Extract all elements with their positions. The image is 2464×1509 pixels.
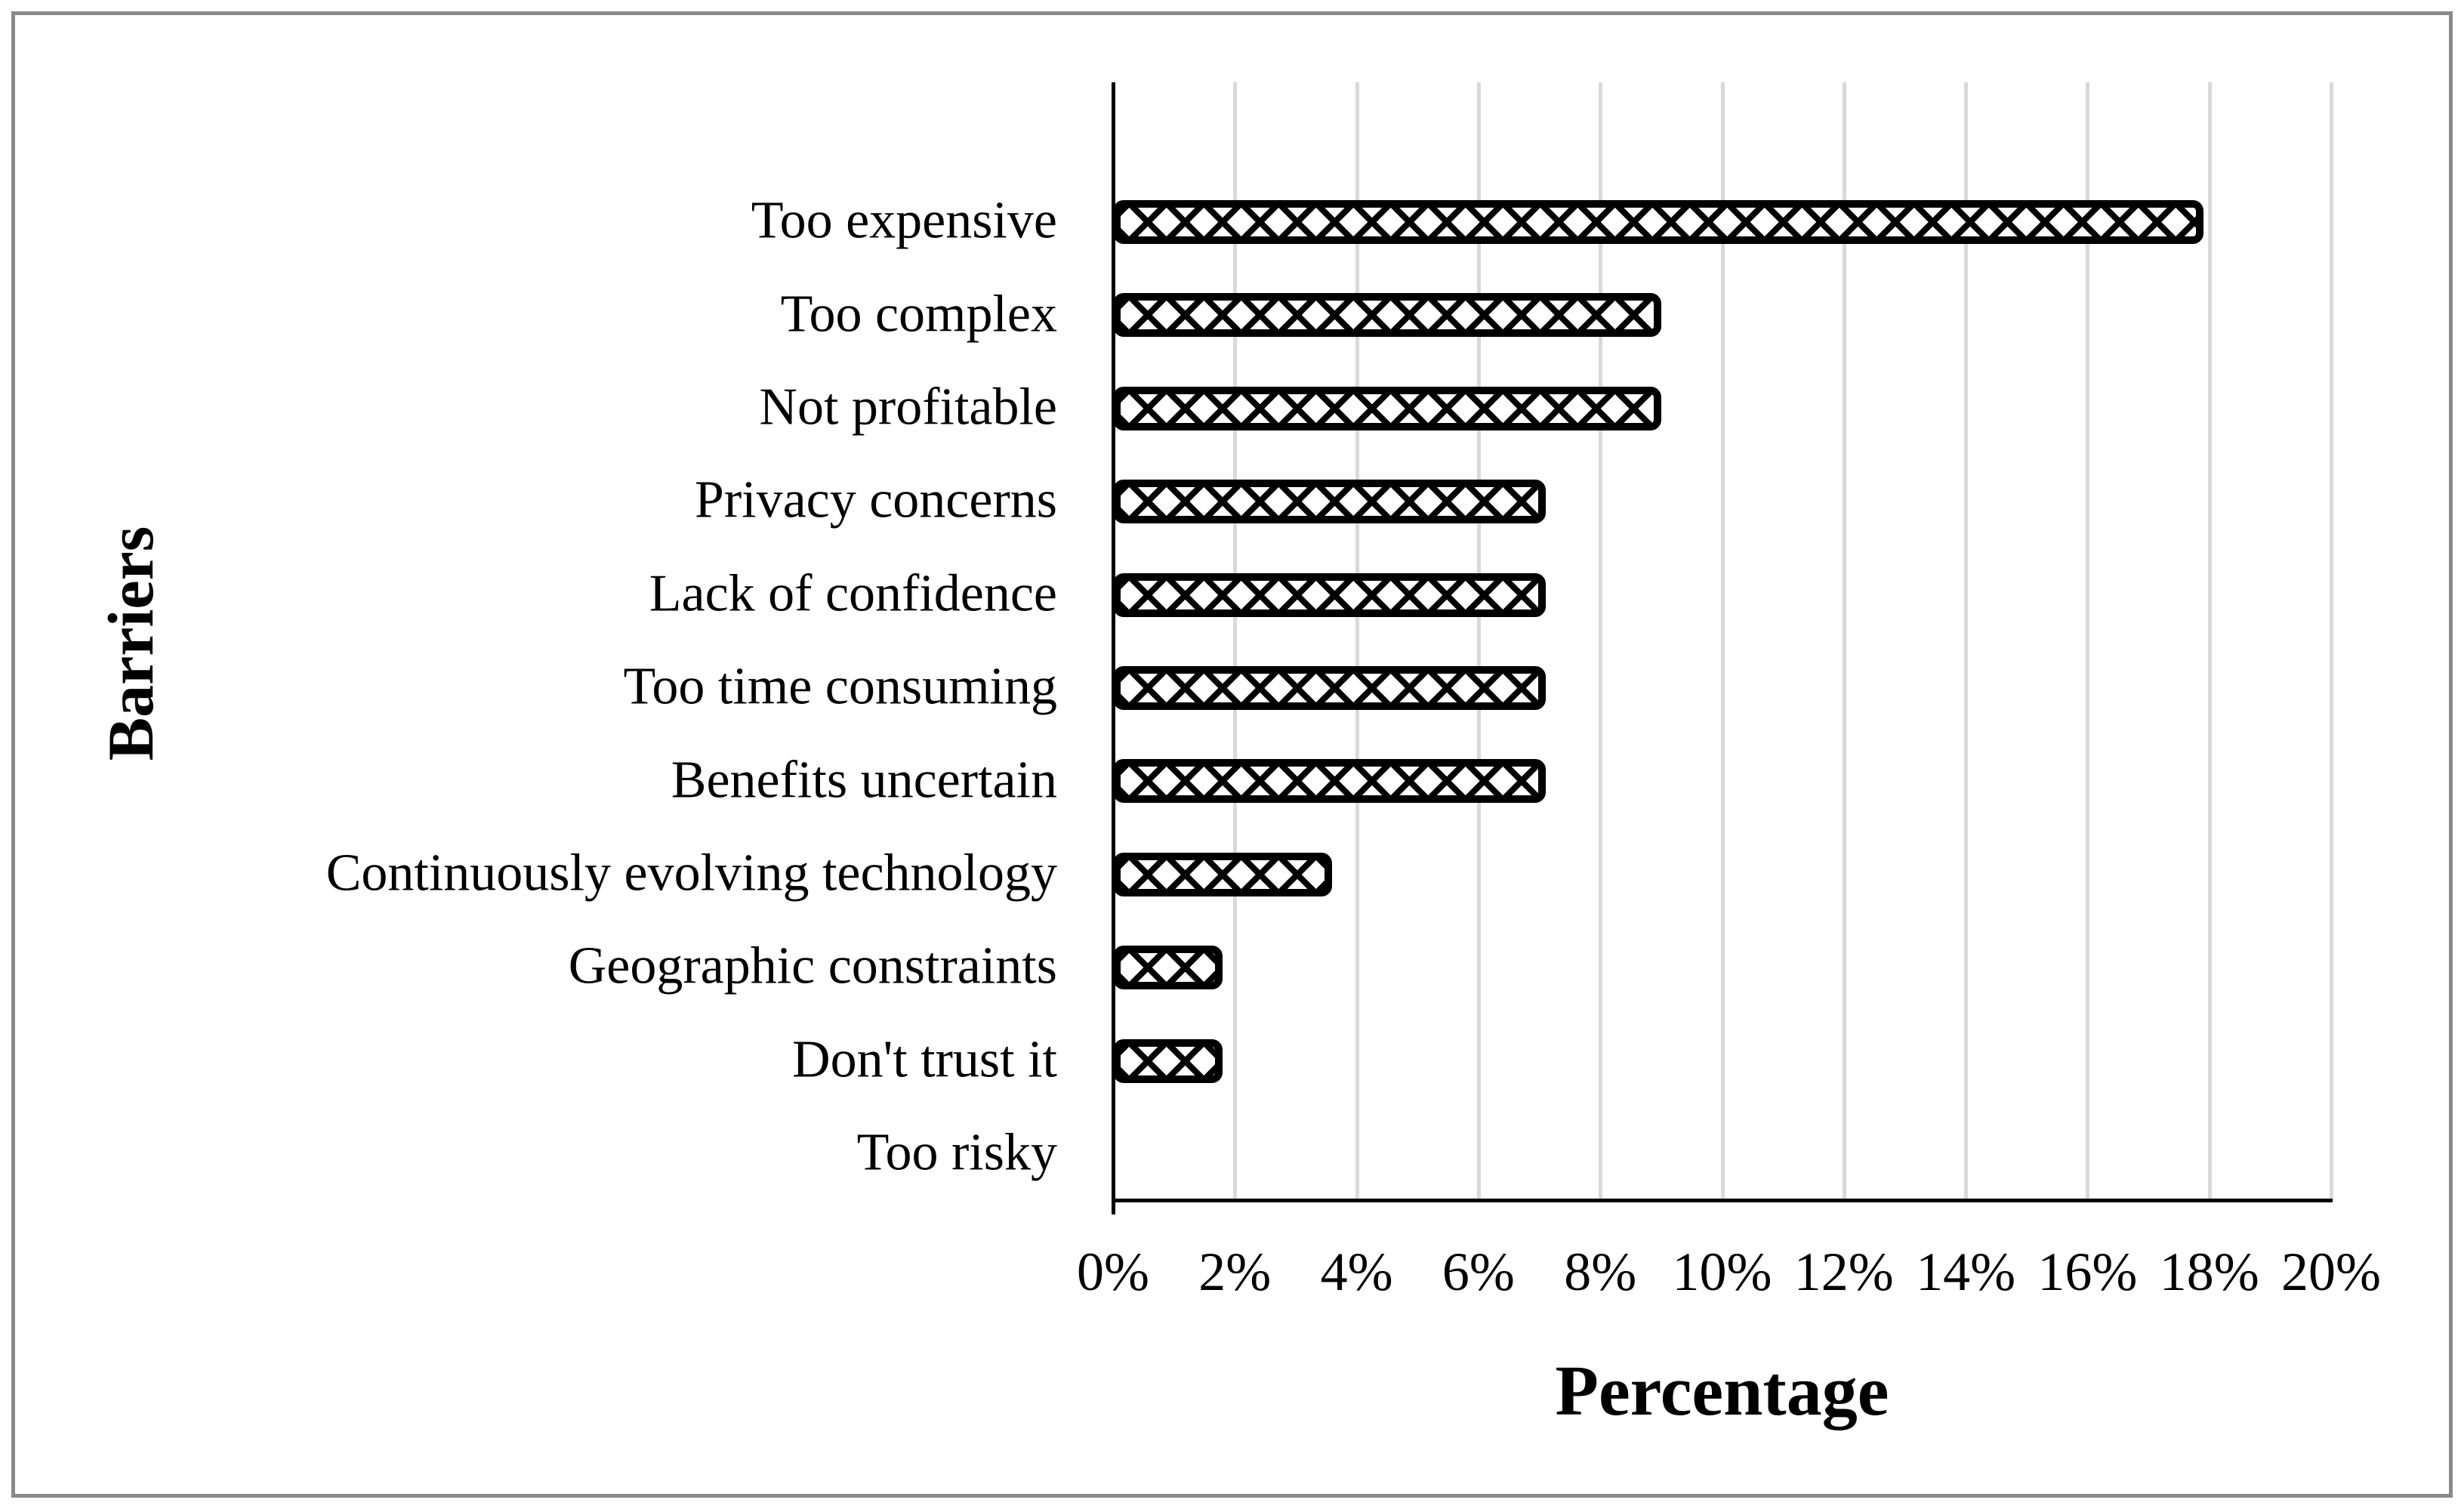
category-label-column: Too expensive Too complex Not profitable Pr…: [0, 82, 1057, 1201]
plot-area: [1112, 82, 2333, 1214]
x-tick-label: 4%: [1320, 1242, 1393, 1302]
gridline-2pct: [1233, 82, 1238, 1201]
x-tick-label: 12%: [1793, 1242, 1894, 1302]
category-label: Benefits uncertain: [671, 751, 1057, 810]
x-axis-title: Percentage: [1555, 1352, 1889, 1430]
x-axis-line: [1112, 1199, 2333, 1202]
x-axis-tick-labels: 0% 2% 4% 6% 8% 10% 12% 14% 16% 18% 20%: [1077, 1242, 2381, 1328]
bar: [1113, 480, 1546, 524]
bar: [1113, 293, 1661, 338]
category-label: Privacy concerns: [694, 471, 1057, 529]
x-tick-label: 0%: [1077, 1242, 1149, 1302]
x-tick-label: 2%: [1198, 1242, 1272, 1302]
gridline-16pct: [2086, 82, 2090, 1201]
bar: [1113, 666, 1546, 710]
x-tick-label: 6%: [1442, 1242, 1515, 1302]
bar: [1113, 852, 1333, 896]
bar: [1113, 386, 1661, 430]
bar-band: [1113, 921, 2331, 1014]
gridline-18pct: [2207, 82, 2212, 1201]
x-tick-label: 10%: [1672, 1242, 1772, 1302]
gridline-20pct: [2330, 82, 2333, 1201]
bar: [1113, 946, 1223, 990]
category-label: Too expensive: [751, 191, 1057, 250]
bar: [1113, 1038, 1223, 1083]
bar-band: [1113, 735, 2331, 828]
x-tick-label: 14%: [1916, 1242, 2016, 1302]
x-tick-label: 16%: [2037, 1242, 2138, 1302]
category-label: Too complex: [780, 285, 1057, 344]
bar-band: [1113, 1108, 2331, 1201]
y-axis-line: [1112, 82, 1115, 1214]
x-tick-label: 20%: [2281, 1242, 2381, 1302]
gridline-12pct: [1842, 82, 1846, 1201]
category-label: Don't trust it: [792, 1030, 1057, 1089]
x-tick-label: 18%: [2159, 1242, 2259, 1302]
bar-band: [1113, 455, 2331, 548]
bar: [1113, 759, 1546, 804]
category-label: Lack of confidence: [649, 564, 1057, 623]
bar-band: [1113, 548, 2331, 641]
gridline-14pct: [1964, 82, 1969, 1201]
category-label: Too time consuming: [623, 657, 1058, 716]
bar: [1113, 572, 1546, 617]
bar-band: [1113, 269, 2331, 362]
bar-band: [1113, 828, 2331, 921]
bar: [1113, 199, 2203, 244]
category-label: Too risky: [856, 1123, 1057, 1182]
category-label: Not profitable: [759, 378, 1057, 437]
gridline-10pct: [1720, 82, 1725, 1201]
bar-band: [1113, 642, 2331, 735]
bar-band: [1113, 362, 2331, 455]
gridline-8pct: [1599, 82, 1603, 1201]
bar-band: [1113, 175, 2331, 268]
x-tick-label: 8%: [1564, 1242, 1637, 1302]
figure-border: [11, 11, 2453, 1498]
gridline-4pct: [1355, 82, 1359, 1201]
category-label: Continuously evolving technology: [325, 844, 1057, 903]
bar-band: [1113, 1014, 2331, 1107]
gridline-6pct: [1476, 82, 1481, 1201]
category-label: Geographic constraints: [568, 937, 1057, 996]
